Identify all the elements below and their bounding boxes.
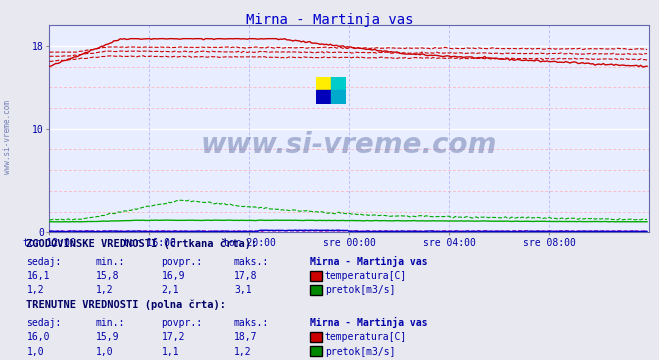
Text: 1,0: 1,0 [26,347,44,357]
Text: temperatura[C]: temperatura[C] [325,332,407,342]
Text: Mirna - Martinja vas: Mirna - Martinja vas [310,256,427,267]
Bar [331,90,346,104]
Text: sedaj:: sedaj: [26,318,61,328]
Bar [316,77,331,90]
Text: TRENUTNE VREDNOSTI (polna črta):: TRENUTNE VREDNOSTI (polna črta): [26,299,226,310]
Text: 18,7: 18,7 [234,332,258,342]
Text: pretok[m3/s]: pretok[m3/s] [325,347,395,357]
Text: Mirna - Martinja vas: Mirna - Martinja vas [246,13,413,27]
Text: 1,2: 1,2 [26,285,44,296]
Text: povpr.:: povpr.: [161,257,202,267]
Text: min.:: min.: [96,257,125,267]
Text: 2,1: 2,1 [161,285,179,296]
Text: 3,1: 3,1 [234,285,252,296]
Text: 17,2: 17,2 [161,332,185,342]
Text: temperatura[C]: temperatura[C] [325,271,407,281]
Text: maks.:: maks.: [234,318,269,328]
Text: sedaj:: sedaj: [26,257,61,267]
Text: povpr.:: povpr.: [161,318,202,328]
Text: 1,0: 1,0 [96,347,113,357]
Text: 15,8: 15,8 [96,271,119,281]
Text: maks.:: maks.: [234,257,269,267]
Text: 16,0: 16,0 [26,332,50,342]
Text: 16,1: 16,1 [26,271,50,281]
Text: 1,1: 1,1 [161,347,179,357]
Text: www.si-vreme.com: www.si-vreme.com [201,131,498,159]
Text: 15,9: 15,9 [96,332,119,342]
Text: 1,2: 1,2 [96,285,113,296]
Bar [316,90,331,104]
Text: min.:: min.: [96,318,125,328]
Text: 16,9: 16,9 [161,271,185,281]
Text: pretok[m3/s]: pretok[m3/s] [325,285,395,296]
Text: Mirna - Martinja vas: Mirna - Martinja vas [310,317,427,328]
Bar [331,77,346,90]
Text: ZGODOVINSKE VREDNOSTI (črtkana črta):: ZGODOVINSKE VREDNOSTI (črtkana črta): [26,238,258,249]
Text: 1,2: 1,2 [234,347,252,357]
Text: www.si-vreme.com: www.si-vreme.com [3,100,13,174]
Text: 17,8: 17,8 [234,271,258,281]
